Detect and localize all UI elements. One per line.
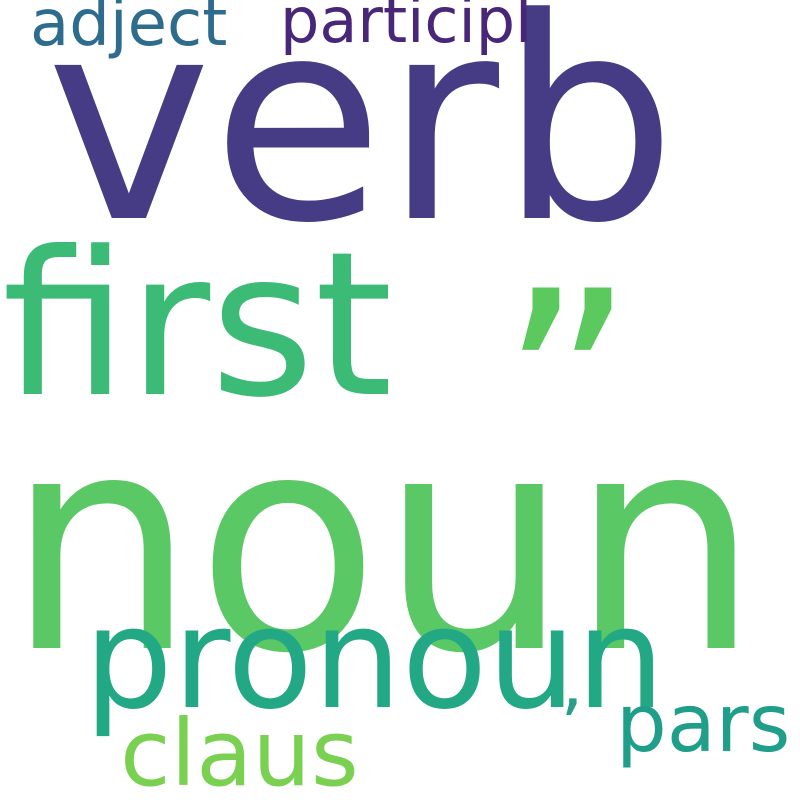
word-pars: pars (616, 677, 791, 770)
word-quote: ” (500, 237, 635, 539)
word-adject: adject (30, 0, 228, 61)
word-first: first (2, 209, 393, 442)
word-apostrophe: ’ (560, 684, 583, 768)
word-noun: noun (6, 370, 760, 719)
word-verb: verb (46, 0, 677, 285)
word-claus: claus (120, 700, 359, 800)
word-participl: participl (280, 0, 533, 57)
word-pronoun: pronoun (84, 578, 665, 741)
